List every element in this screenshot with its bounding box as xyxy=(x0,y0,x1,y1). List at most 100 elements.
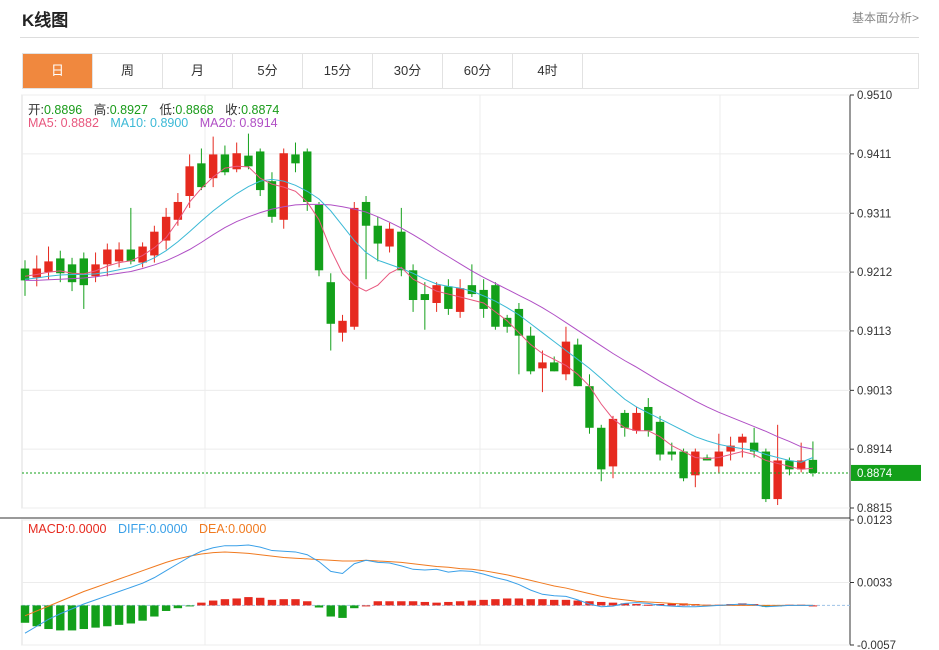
candle-down xyxy=(761,451,771,500)
macd-bar xyxy=(314,605,324,608)
candle-up xyxy=(173,201,183,220)
candle-up xyxy=(632,412,641,431)
macd-readout: MACD:0.0000 DIFF:0.0000 DEA:0.0000 xyxy=(28,522,274,536)
macd-bar xyxy=(91,605,100,628)
macd-value: 0.0000 xyxy=(68,522,107,536)
tab-60min[interactable]: 60分 xyxy=(443,54,513,88)
candle-up xyxy=(726,445,735,452)
candle-down xyxy=(373,225,382,244)
ma20-label: MA20: xyxy=(199,116,236,130)
macd-bar xyxy=(444,601,453,606)
macd-bar xyxy=(420,601,430,606)
macd-bar xyxy=(20,605,30,623)
high-label: 高: xyxy=(93,103,110,117)
page-title: K线图 xyxy=(22,11,69,30)
candle-up xyxy=(114,249,124,262)
candle-down xyxy=(526,335,535,372)
macd-bar xyxy=(79,605,88,630)
tab-30min[interactable]: 30分 xyxy=(373,54,443,88)
macd-bar xyxy=(491,599,500,606)
period-tabs: 日 周 月 5分 15分 30分 60分 4时 xyxy=(22,53,919,89)
candle-up xyxy=(773,460,782,500)
candle-down xyxy=(655,421,665,455)
macd-label: MACD: xyxy=(28,522,69,536)
macd-bar xyxy=(161,605,171,611)
tab-15min[interactable]: 15分 xyxy=(303,54,373,88)
macd-bar xyxy=(597,601,606,606)
macd-bar xyxy=(32,605,41,627)
candle-up xyxy=(185,166,194,197)
candle-down xyxy=(20,268,30,281)
candle-down xyxy=(479,289,488,309)
diff-readout-item: DIFF:0.0000 xyxy=(118,522,187,536)
current-price-tag xyxy=(851,464,921,481)
candle-down xyxy=(597,427,606,470)
macd-bar xyxy=(655,604,665,606)
candle-up xyxy=(338,320,347,333)
candle-up xyxy=(455,288,465,312)
macd-bar xyxy=(585,601,594,606)
macd-bar xyxy=(303,601,312,606)
candle-up xyxy=(279,153,288,220)
ma5-readout: MA5: 0.8882 xyxy=(28,116,99,130)
candle-down xyxy=(291,154,300,164)
macd-bar xyxy=(326,605,335,617)
candle-down xyxy=(420,294,430,301)
candle-down xyxy=(585,386,594,428)
macd-bar xyxy=(373,601,382,606)
candle-up xyxy=(691,451,700,476)
macd-bar xyxy=(103,605,112,627)
tab-week[interactable]: 周 xyxy=(93,54,163,88)
candle-down xyxy=(667,451,676,455)
tab-4hour[interactable]: 4时 xyxy=(513,54,583,88)
macd-bar xyxy=(608,602,618,606)
candle-down xyxy=(361,201,371,226)
macd-bar xyxy=(150,605,159,617)
candle-up xyxy=(796,460,806,470)
macd-bar xyxy=(361,605,371,607)
macd-tick-label: 0.0033 xyxy=(857,578,892,590)
macd-bar xyxy=(267,599,277,606)
macd-bar xyxy=(467,600,477,606)
ma-readout: MA5: 0.8882 MA10: 0.8900 MA20: 0.8914 xyxy=(28,116,286,130)
candle-down xyxy=(408,270,418,301)
macd-bar xyxy=(514,598,524,606)
candle-up xyxy=(350,207,359,327)
price-tick-label: 0.9411 xyxy=(857,149,891,161)
candle-down xyxy=(502,317,512,327)
candle-down xyxy=(244,155,253,167)
fundamental-analysis-link[interactable]: 基本面分析> xyxy=(851,11,919,25)
macd-bar xyxy=(114,605,124,625)
ma5-label: MA5: xyxy=(28,116,58,130)
macd-tick-label: -0.0057 xyxy=(857,640,896,650)
close-value: 0.8874 xyxy=(241,103,280,117)
macd-bar xyxy=(256,597,265,606)
tab-month[interactable]: 月 xyxy=(163,54,233,88)
candle-down xyxy=(644,406,653,431)
macd-bar xyxy=(244,597,253,606)
macd-bar xyxy=(479,599,488,606)
macd-bar xyxy=(138,605,147,621)
macd-bar xyxy=(185,605,194,607)
price-tick-label: 0.9311 xyxy=(857,208,891,220)
macd-bar xyxy=(220,599,230,606)
tab-5min[interactable]: 5分 xyxy=(233,54,303,88)
macd-bar xyxy=(667,603,676,606)
candle-down xyxy=(749,442,759,452)
macd-bar xyxy=(408,601,418,606)
macd-bar xyxy=(126,605,136,624)
tab-day[interactable]: 日 xyxy=(23,54,93,88)
candle-down xyxy=(785,460,794,470)
macd-bar xyxy=(208,600,218,606)
dea-value: 0.0000 xyxy=(228,522,267,536)
candle-down xyxy=(573,344,582,387)
candle-down xyxy=(197,163,206,188)
price-tick-label: 0.9113 xyxy=(857,326,891,338)
macd-bar xyxy=(44,605,53,630)
candle-down xyxy=(679,451,688,479)
candle-down xyxy=(220,154,230,173)
ma20-value: 0.8914 xyxy=(239,116,278,130)
open-value: 0.8896 xyxy=(43,103,83,117)
macd-bar xyxy=(620,603,629,606)
